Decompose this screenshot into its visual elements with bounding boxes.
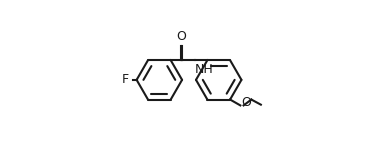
Text: NH: NH bbox=[195, 63, 214, 76]
Text: F: F bbox=[122, 73, 129, 86]
Text: O: O bbox=[241, 96, 251, 109]
Text: O: O bbox=[176, 30, 186, 43]
